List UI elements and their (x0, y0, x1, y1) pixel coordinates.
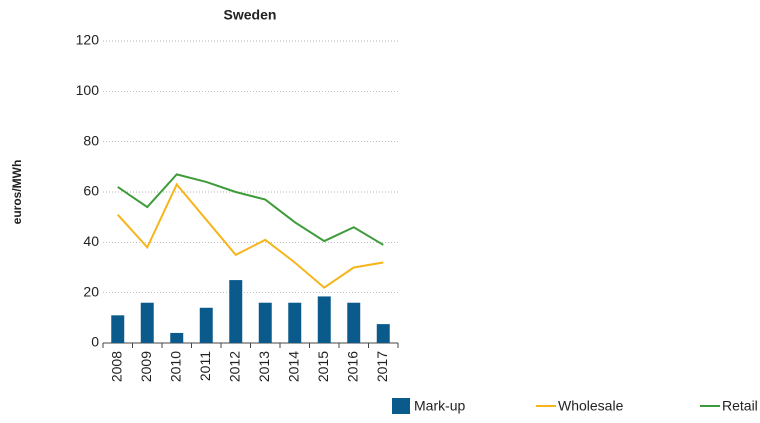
legend-label: Retail (722, 398, 758, 414)
y-tick-label: 20 (83, 283, 99, 299)
x-tick-label: 2016 (344, 351, 360, 382)
y-tick-label: 60 (83, 183, 99, 199)
bar (140, 302, 154, 343)
bar (199, 307, 213, 343)
x-tick-label: 2015 (315, 351, 331, 382)
y-tick-label: 100 (76, 82, 100, 98)
bar (170, 332, 184, 343)
bar (376, 324, 390, 343)
legend-label: Wholesale (558, 398, 624, 414)
x-tick-label: 2008 (108, 351, 124, 382)
x-tick-label: 2013 (256, 351, 272, 382)
x-tick-label: 2010 (167, 351, 183, 382)
chart-title: Sweden (224, 7, 277, 23)
x-tick-label: 2017 (374, 351, 390, 382)
x-tick-label: 2009 (138, 351, 154, 382)
line (117, 182, 384, 289)
line (117, 173, 384, 246)
y-tick-label: 120 (76, 32, 100, 48)
bar (258, 302, 272, 343)
y-tick-label: 40 (83, 233, 99, 249)
x-tick-label: 2014 (285, 351, 301, 382)
y-tick-label: 0 (91, 334, 99, 350)
bar (317, 296, 331, 343)
x-tick-label: 2011 (197, 351, 213, 381)
y-axis-label: euros/MWh (10, 160, 24, 225)
bar (229, 280, 243, 343)
bar (288, 302, 302, 343)
x-tick-label: 2012 (226, 351, 242, 382)
y-tick-label: 80 (83, 132, 99, 148)
legend-label: Mark-up (414, 398, 466, 414)
bar (111, 315, 125, 343)
legend-swatch (392, 398, 410, 414)
bar (347, 302, 361, 343)
